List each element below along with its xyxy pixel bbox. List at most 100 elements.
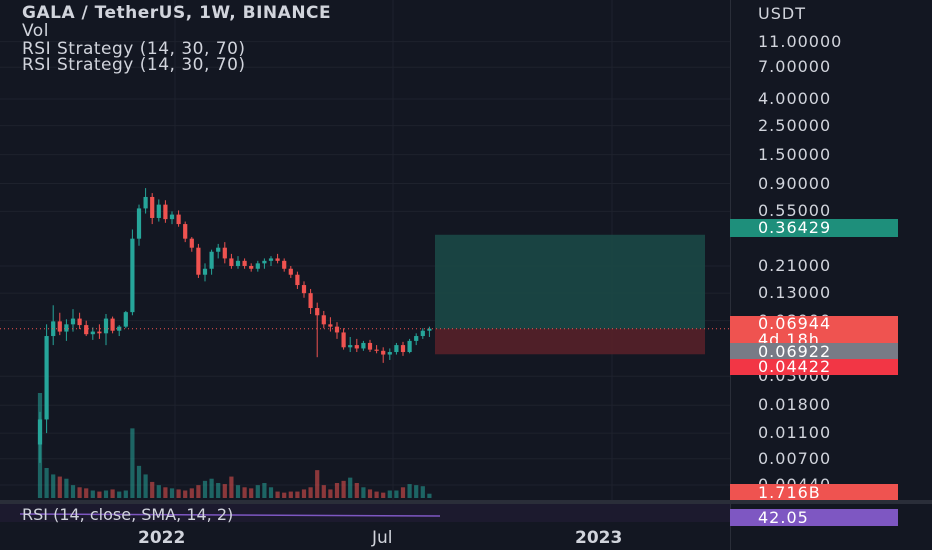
volume-bar (150, 481, 155, 498)
volume-bar (117, 491, 122, 498)
volume-bar (209, 478, 214, 498)
candle-body (288, 268, 293, 275)
candle-body (70, 318, 76, 325)
volume-bar (103, 490, 109, 498)
rsi-line (19, 513, 441, 517)
candle-body (77, 318, 82, 326)
candle-body (354, 345, 359, 349)
rsi-legend[interactable]: RSI (14, close, SMA, 14, 2) (22, 505, 234, 524)
candle-body (156, 204, 161, 218)
candle-body (90, 331, 95, 335)
candle-body (387, 352, 392, 355)
volume-bar (136, 465, 142, 498)
volume-bar (84, 488, 89, 498)
candle-body (394, 345, 399, 353)
volume-bar (97, 491, 102, 498)
volume-bar (202, 480, 208, 498)
volume-bar (262, 483, 267, 498)
candle-body (216, 247, 221, 252)
candle-body (414, 336, 419, 341)
candle-body (400, 345, 406, 353)
volume-bar (183, 490, 188, 498)
candle-body (110, 318, 115, 331)
candle-body (242, 260, 247, 266)
chart-title: GALA / TetherUS, 1W, BINANCE (22, 3, 332, 23)
volume-bar (367, 489, 373, 498)
candle-body (229, 258, 234, 266)
candle-body (84, 325, 89, 335)
volume-bar (427, 493, 432, 498)
volume-bar (70, 485, 76, 498)
volume-bar (334, 483, 340, 498)
volume-bar (361, 487, 366, 498)
pane-separator[interactable] (0, 500, 932, 504)
candle-body (176, 214, 181, 225)
price-axis-label: 1.50000 (758, 144, 832, 164)
price-axis-label: 0.21000 (758, 255, 832, 275)
price-axis-label: 0.01100 (758, 423, 832, 443)
candle-body (97, 331, 102, 334)
strategy-legend-1[interactable]: RSI Strategy (14, 30, 70) (22, 39, 246, 59)
candle-body (321, 315, 326, 325)
axis-currency: USDT (758, 4, 806, 23)
candle-body (315, 308, 320, 316)
volume-bar (222, 484, 227, 498)
candle-body (51, 321, 56, 337)
take-profit-zone (435, 234, 705, 329)
volume-bar (216, 483, 221, 498)
price-axis-label: 11.00000 (758, 31, 843, 51)
candle-body (367, 342, 373, 350)
last-price-tag: 0.06944 4d 18h (730, 316, 898, 348)
candle-body (295, 274, 300, 286)
volume-bar (156, 485, 161, 498)
candle-body (222, 247, 227, 259)
strategy-legend-2[interactable]: RSI Strategy (14, 30, 70) (22, 55, 246, 75)
candle-body (130, 238, 135, 313)
candle-body (196, 247, 201, 275)
price-axis-label: 2.50000 (758, 115, 832, 135)
volume-bar (420, 486, 425, 498)
volume-bar (57, 476, 62, 498)
volume-bar (64, 478, 69, 498)
candle-body (255, 263, 260, 269)
volume-legend[interactable]: Vol (22, 21, 49, 41)
candle-body (143, 196, 148, 209)
candle-body (301, 285, 307, 294)
price-axis-label: 0.90000 (758, 173, 832, 193)
volume-bar (341, 480, 346, 498)
candle-body (334, 326, 340, 333)
volume-bar (407, 484, 412, 498)
volume-bar (163, 487, 168, 498)
volume-bar (315, 470, 320, 498)
candle-body (282, 260, 287, 269)
price-axis-label: 0.13000 (758, 283, 832, 303)
volume-tag: 1.716B (730, 484, 898, 501)
candle-body (361, 342, 366, 349)
candle-body (348, 345, 353, 348)
volume-bar (282, 492, 287, 498)
candle-body (427, 328, 432, 331)
time-label-jul: Jul (372, 528, 393, 548)
price-axis-label: 0.55000 (758, 201, 832, 221)
volume-bar (255, 485, 260, 498)
entry-price-tag: 0.06922 (730, 343, 898, 360)
volume-bar (321, 485, 326, 498)
candle-body (163, 204, 168, 220)
price-axis-label: 0.01800 (758, 395, 832, 415)
volume-bar (77, 487, 82, 498)
candle-body (136, 208, 142, 239)
price-axis-label: 7.00000 (758, 57, 832, 77)
candle-body (275, 258, 280, 261)
candle-body (249, 265, 254, 269)
volume-bar (354, 483, 359, 498)
volume-bar (235, 485, 241, 498)
volume-bar (387, 490, 392, 498)
candle-body (374, 349, 379, 351)
volume-bar (348, 477, 353, 498)
volume-bar (308, 487, 313, 498)
volume-bar (143, 474, 148, 498)
take-profit-tag: 0.36429 (730, 219, 898, 237)
volume-bar (229, 476, 234, 498)
time-label-2022: 2022 (138, 528, 186, 548)
